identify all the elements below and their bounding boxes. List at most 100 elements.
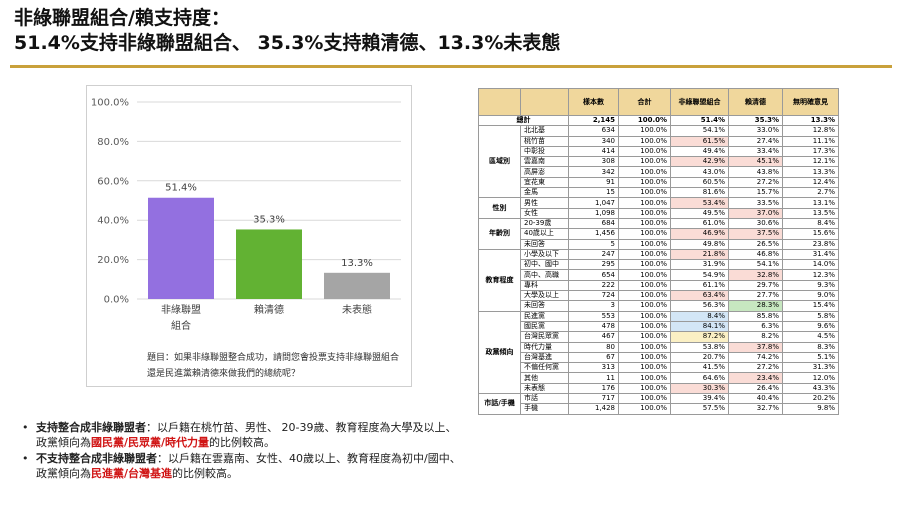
note-tail: 的比例較高。 [209,436,276,449]
table-cell: 84.1% [670,320,729,333]
row-label: 國民黨 [520,320,569,333]
table-cell: 15.6% [782,228,839,240]
row-label: 專科 [520,279,569,292]
note-lead: 支持整合成非綠聯盟者 [36,421,146,434]
table-cell: 49.4% [670,145,729,158]
y-tick-label: 100.0% [91,98,129,109]
row-label: 小學及以下 [520,248,569,261]
table-cell: 1,047 [568,197,619,209]
table-cell: 43.3% [782,382,839,395]
table-cell: 20.2% [782,393,839,405]
table-row: 市話/手機 市話 717 100.0% 39.4% 40.4% 20.2% [478,393,839,415]
table-row: 性別 男性 1,047 100.0% 53.4% 33.5% 13.1% [478,197,839,219]
title-line-2: 51.4%支持非綠聯盟組合、 35.3%支持賴清德、13.3%未表態 [14,32,561,54]
table-cell: 5.8% [782,310,839,322]
table-cell: 100.0% [618,156,671,168]
table-cell: 56.3% [670,300,729,312]
table-cell: 100.0% [618,320,671,333]
table-cell: 81.6% [670,187,729,199]
table-cell: 64.6% [670,372,729,384]
table-cell: 80 [568,341,619,353]
table-cell: 61.1% [670,279,729,292]
table-cell: 1,456 [568,228,619,240]
row-label: 台灣民眾黨 [520,331,569,343]
row-label: 台灣基進 [520,351,569,364]
table-cell: 57.5% [670,403,729,415]
row-label: 桃竹苗 [520,135,569,147]
table-cell: 247 [568,248,619,261]
table-cell: 46.9% [670,228,729,240]
table-cell: 32.8% [728,269,783,281]
table-cell: 8.4% [782,217,839,230]
title-divider [10,65,892,68]
row-label: 金馬 [520,187,569,199]
y-tick-label: 20.0% [97,255,129,266]
row-label: 男性 [520,197,569,209]
y-tick-label: 0.0% [104,295,129,306]
row-label: 大學及以上 [520,290,569,302]
table-cell: 3 [568,300,619,312]
table-cell: 26.4% [728,382,783,395]
row-label: 手機 [520,403,569,415]
table-cell: 342 [568,166,619,178]
data-label: 35.3% [253,214,285,225]
table-cell: 9.6% [782,320,839,333]
table-cell: 13.5% [782,207,839,219]
table-cell: 49.8% [670,238,729,250]
table-cell: 17.3% [782,145,839,158]
table-cell: 63.4% [670,290,729,302]
total-label: 總計 [478,114,569,127]
table-cell: 85.8% [728,310,783,322]
survey-question: 題目：如果非綠聯盟整合成功，請問您會投票支持非綠聯盟組合還是民進黨賴清德來做我們… [147,353,400,379]
table-row: 初中、國中 295 100.0% 31.9% 54.1% 14.0% [479,259,839,271]
table-cell: 5.1% [782,351,839,364]
summary-notes: • 支持整合成非綠聯盟者：以戶籍在桃竹苗、男性、 20-39歲、教育程度為大學及… [22,420,462,482]
x-tick-label: 未表態 [342,303,372,316]
data-label: 13.3% [341,258,373,269]
bar [236,229,302,299]
table-cell: 8.4% [670,310,729,322]
table-cell: 100.0% [618,310,671,322]
table-row: 高中、高職 654 100.0% 54.9% 32.8% 12.3% [479,269,839,281]
table-cell: 23.4% [728,372,783,384]
table-cell: 23.8% [782,238,839,250]
table-cell: 33.4% [728,145,783,158]
bullet-icon: • [22,421,29,434]
table-cell: 8.2% [728,331,783,343]
table-cell: 634 [568,125,619,137]
bullet-icon: • [22,452,29,465]
table-cell: 100.0% [618,248,671,261]
title-line-1: 非綠聯盟組合/賴支持度： [14,7,230,29]
table-cell: 100.0% [618,341,671,353]
row-label: 初中、國中 [520,259,569,271]
table-total-row: 總計 2,145 100.0% 51.4% 35.3% 13.3% [478,114,839,127]
group-label: 政黨傾向 [478,310,521,395]
table-cell: 222 [568,279,619,292]
table-cell: 100.0% [618,403,671,415]
y-tick-label: 40.0% [97,216,129,227]
table-cell: 67 [568,351,619,364]
note-text: ：以戶籍在桃竹苗、男性、 20-39歲、教育程度為大學及以上、 政黨傾向為 [36,421,457,449]
table-cell: 29.7% [728,279,783,292]
header-corner [478,88,521,116]
x-tick-label: 組合 [171,319,191,332]
table-row: 40歲以上 1,456 100.0% 46.9% 37.5% 15.6% [479,228,839,240]
group-label: 教育程度 [478,248,521,312]
table-cell: 61.5% [670,135,729,147]
table-row: 台灣民眾黨 467 100.0% 87.2% 8.2% 4.5% [479,331,839,343]
note-text: ：以戶籍在雲嘉南、女性、40歲以上、教育程度為初中/國中、 政黨傾向為 [36,452,461,480]
table-row: 宜花東 91 100.0% 60.5% 27.2% 12.4% [479,176,839,189]
table-row: 雲嘉南 308 100.0% 42.9% 45.1% 12.1% [479,156,839,168]
table-row: 大學及以上 724 100.0% 63.4% 27.7% 9.0% [479,290,839,302]
table-cell: 54.1% [728,259,783,271]
y-tick-label: 60.0% [97,176,129,187]
table-cell: 21.8% [670,248,729,261]
table-cell: 12.0% [782,372,839,384]
table-cell: 39.4% [670,393,729,405]
row-label: 40歲以上 [520,228,569,240]
table-cell: 37.0% [728,207,783,219]
table-cell: 2.7% [782,187,839,199]
page-title: 非綠聯盟組合/賴支持度： 51.4%支持非綠聯盟組合、 35.3%支持賴清德、1… [14,6,560,56]
chart-panel: 0.0% 20.0% 40.0% 60.0% 80.0% 100.0% 51.4% 非綠聯盟組… [86,85,412,387]
table-cell: 27.2% [728,362,783,374]
